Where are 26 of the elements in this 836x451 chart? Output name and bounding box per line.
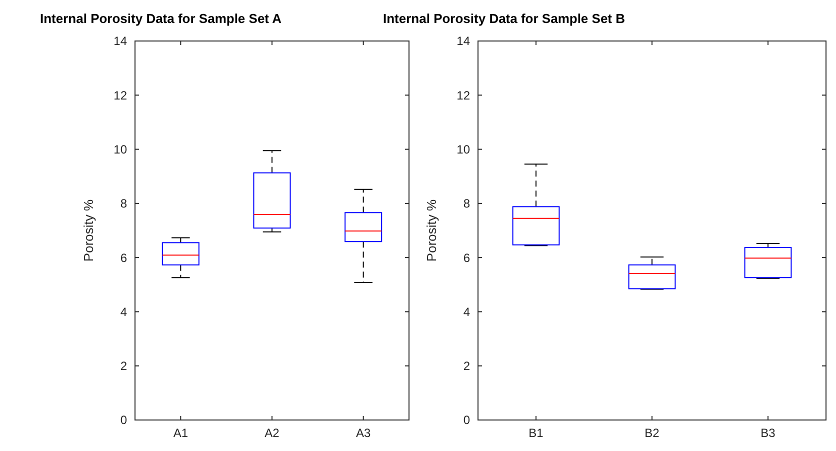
- y-tick-label: 2: [120, 359, 128, 374]
- y-tick-label: 4: [120, 304, 128, 319]
- y-tick-label: 4: [463, 304, 470, 319]
- y-tick-label: 0: [463, 413, 470, 428]
- x-tick-label: A2: [264, 426, 280, 440]
- x-tick-label: B2: [644, 426, 660, 440]
- y-axis-title: Porosity %: [424, 199, 439, 262]
- y-tick-label: 10: [114, 142, 128, 156]
- y-tick-label: 8: [463, 196, 470, 211]
- y-tick-label: 6: [120, 250, 128, 265]
- chart-title: Internal Porosity Data for Sample Set A: [40, 11, 282, 26]
- y-tick-label: 8: [120, 196, 128, 211]
- y-tick-label: 14: [456, 34, 470, 48]
- x-tick-label: A3: [356, 426, 371, 440]
- y-tick-label: 12: [456, 88, 470, 102]
- y-axis-title: Porosity %: [81, 199, 96, 262]
- x-tick-label: B1: [528, 426, 544, 440]
- x-tick-label: B3: [760, 426, 776, 440]
- chart-title: Internal Porosity Data for Sample Set B: [383, 11, 626, 26]
- y-tick-label: 6: [463, 250, 470, 265]
- y-tick-label: 10: [456, 142, 470, 156]
- y-tick-label: 0: [120, 413, 128, 428]
- y-tick-label: 12: [114, 88, 128, 102]
- x-tick-label: A1: [173, 426, 188, 440]
- y-tick-label: 2: [463, 359, 470, 374]
- y-tick-label: 14: [114, 34, 128, 48]
